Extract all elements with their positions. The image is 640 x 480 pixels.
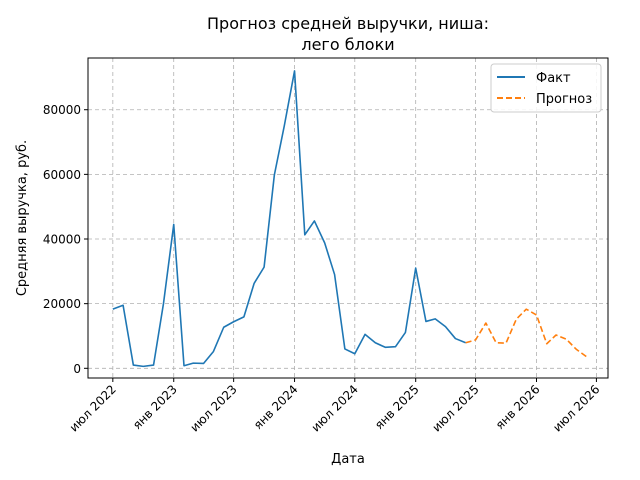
forecast-line — [465, 308, 587, 358]
x-tick-label: янв 2024 — [251, 382, 301, 432]
chart-title: Прогноз средней выручки, ниша: — [207, 14, 489, 33]
x-tick-label: янв 2025 — [372, 382, 422, 432]
plot-frame — [87, 57, 609, 379]
y-tick-label: 60000 — [43, 168, 81, 182]
series-lines — [112, 70, 587, 368]
y-tick-label: 40000 — [43, 233, 81, 247]
x-axis-label: Дата — [331, 452, 365, 467]
chart-title-line2: лего блоки — [301, 35, 394, 54]
y-axis-label: Средняя выручка, руб. — [15, 140, 30, 296]
y-axis: 0 20000 40000 60000 80000 — [43, 103, 88, 376]
fact-line — [112, 70, 466, 368]
x-axis: июл 2022 янв 2023 июл 2023 янв 2024 июл 2024… — [67, 378, 603, 435]
y-tick-label: 80000 — [43, 103, 81, 117]
x-tick-label: янв 2026 — [493, 382, 543, 432]
y-tick-label: 20000 — [43, 297, 81, 311]
x-tick-label: июл 2026 — [550, 382, 602, 434]
x-tick-label: июл 2024 — [309, 382, 361, 434]
legend: Факт Прогноз — [490, 63, 602, 113]
x-tick-label: июл 2025 — [429, 382, 481, 434]
x-tick-label: июл 2022 — [67, 382, 119, 434]
x-tick-label: янв 2023 — [130, 382, 180, 432]
y-tick-label: 0 — [73, 362, 81, 376]
legend-forecast-label: Прогноз — [536, 92, 592, 107]
legend-fact-label: Факт — [536, 71, 571, 86]
x-tick-label: июл 2023 — [187, 382, 239, 434]
